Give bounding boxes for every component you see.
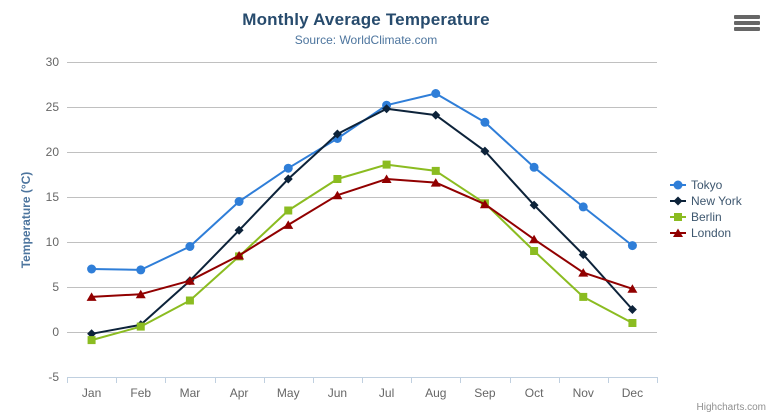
svg-text:15: 15 (46, 190, 60, 204)
svg-text:May: May (277, 386, 300, 400)
berlin-series-marker-icon (670, 213, 686, 221)
svg-text:Jul: Jul (379, 386, 394, 400)
svg-text:Oct: Oct (525, 386, 544, 400)
tokyo-series-marker-icon (670, 180, 686, 190)
svg-text:Feb: Feb (130, 386, 151, 400)
legend-item-london[interactable]: London (670, 225, 742, 241)
legend-item-berlin[interactable]: Berlin (670, 209, 742, 225)
svg-text:Jun: Jun (328, 386, 347, 400)
legend: Tokyo New York Berlin London (670, 177, 742, 241)
chart-title: Monthly Average Temperature (242, 10, 490, 29)
svg-text:5: 5 (52, 280, 59, 294)
new-york-series-marker-icon (670, 196, 686, 206)
svg-text:Jan: Jan (82, 386, 101, 400)
svg-text:Nov: Nov (573, 386, 594, 400)
svg-text:25: 25 (46, 100, 60, 114)
hamburger-icon (734, 15, 760, 31)
svg-text:Aug: Aug (425, 386, 446, 400)
svg-text:Apr: Apr (230, 386, 249, 400)
svg-text:Sep: Sep (474, 386, 496, 400)
legend-label: Tokyo (691, 178, 723, 192)
legend-item-new-york[interactable]: New York (670, 193, 742, 209)
svg-text:Mar: Mar (180, 386, 201, 400)
legend-label: Berlin (691, 210, 722, 224)
legend-item-tokyo[interactable]: Tokyo (670, 177, 742, 193)
chart-subtitle: Source: WorldClimate.com (294, 33, 438, 47)
legend-label: London (691, 226, 732, 240)
london-series-marker-icon (670, 228, 686, 237)
svg-text:0: 0 (52, 325, 59, 339)
highcharts-credit[interactable]: Highcharts.com (696, 402, 766, 413)
export-menu-button[interactable] (734, 14, 760, 32)
svg-text:10: 10 (46, 235, 60, 249)
svg-text:30: 30 (46, 55, 60, 69)
svg-text:Dec: Dec (622, 386, 643, 400)
svg-text:-5: -5 (48, 370, 59, 384)
svg-text:20: 20 (46, 145, 60, 159)
legend-label: New York (691, 194, 742, 208)
